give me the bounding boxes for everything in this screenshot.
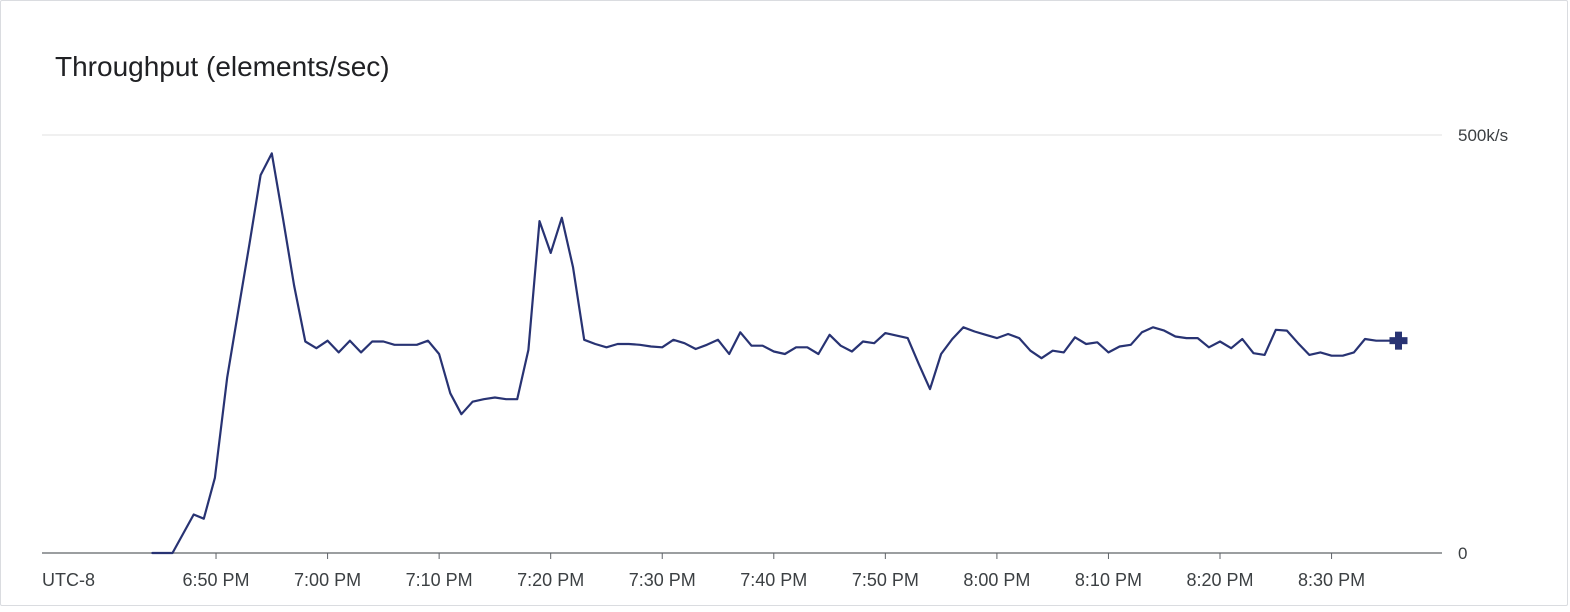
- y-tick-label: 500k/s: [1458, 126, 1508, 145]
- timezone-label: UTC-8: [42, 570, 95, 590]
- x-tick-labels: 6:50 PM 7:00 PM 7:10 PM 7:20 PM 7:30 PM 7:40 …: [183, 553, 1365, 590]
- x-tick-label: 7:00 PM: [294, 570, 361, 590]
- series-layer: [151, 152, 1408, 555]
- y-tick-labels: 0 500k/s: [1458, 126, 1508, 563]
- x-tick-label: 7:10 PM: [406, 570, 473, 590]
- x-tick-label: 7:30 PM: [629, 570, 696, 590]
- x-tick-label: 8:00 PM: [963, 570, 1030, 590]
- x-tick-label: 7:50 PM: [852, 570, 919, 590]
- chart-title: Throughput (elements/sec): [55, 51, 390, 82]
- x-tick-label: 8:10 PM: [1075, 570, 1142, 590]
- x-tick-label: 7:20 PM: [517, 570, 584, 590]
- y-tick-label: 0: [1458, 544, 1467, 563]
- x-tick-label: 8:30 PM: [1298, 570, 1365, 590]
- x-tick-label: 6:50 PM: [183, 570, 250, 590]
- x-tick-label: 7:40 PM: [740, 570, 807, 590]
- x-tick-label: 8:20 PM: [1186, 570, 1253, 590]
- series-line: [151, 152, 1400, 555]
- series-end-marker: [1389, 331, 1408, 350]
